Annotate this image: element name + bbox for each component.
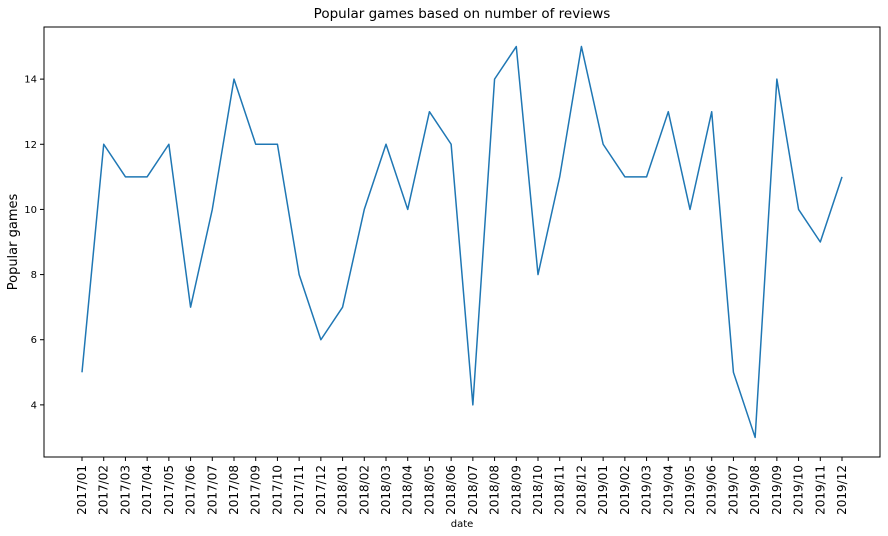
x-tick-label: 2018/12	[574, 465, 588, 515]
x-tick-label: 2017/08	[227, 465, 241, 515]
y-tick-label: 4	[31, 400, 37, 411]
plot-area	[43, 26, 881, 458]
x-tick-label: 2018/01	[336, 465, 350, 515]
x-tick-label: 2019/12	[835, 465, 849, 515]
y-axis-label: Popular games	[6, 194, 21, 291]
x-tick-label: 2017/01	[75, 465, 89, 515]
x-tick-label: 2018/05	[422, 465, 436, 515]
x-axis-label: date	[451, 519, 474, 530]
x-tick-label: 2018/10	[531, 465, 545, 515]
y-tick-label: 8	[31, 270, 37, 281]
x-tick-label: 2019/03	[640, 465, 654, 515]
x-tick-label: 2017/02	[97, 465, 111, 515]
x-tick-label: 2018/02	[357, 465, 371, 515]
x-tick-label: 2017/06	[184, 465, 198, 515]
x-tick-label: 2018/11	[553, 465, 567, 515]
x-tick-label: 2018/09	[509, 465, 523, 515]
x-axis: 2017/01 2017/02 2017/03 2017/04 2017/05 2017/…	[75, 457, 849, 515]
x-tick-label: 2017/05	[162, 465, 176, 515]
x-tick-label: 2017/03	[118, 465, 132, 515]
x-tick-label: 2019/08	[748, 465, 762, 515]
chart-title: Popular games based on number of reviews	[314, 6, 611, 22]
x-tick-label: 2019/07	[726, 465, 740, 515]
x-tick-label: 2017/09	[249, 465, 263, 515]
x-tick-label: 2018/06	[444, 465, 458, 515]
y-axis: 4 6 8 10 12 14	[24, 75, 44, 411]
x-tick-label: 2019/05	[683, 465, 697, 515]
y-tick-label: 12	[24, 140, 37, 151]
x-tick-label: 2019/06	[705, 465, 719, 515]
x-tick-label: 2019/09	[770, 465, 784, 515]
x-tick-label: 2019/02	[618, 465, 632, 515]
x-tick-label: 2018/08	[488, 465, 502, 515]
y-tick-label: 6	[31, 335, 37, 346]
x-tick-label: 2018/04	[401, 465, 415, 515]
x-tick-label: 2018/07	[466, 465, 480, 515]
x-tick-label: 2017/07	[205, 465, 219, 515]
x-tick-label: 2017/12	[314, 465, 328, 515]
y-tick-label: 10	[24, 205, 37, 216]
x-tick-label: 2017/04	[140, 465, 154, 515]
x-tick-label: 2019/11	[813, 465, 827, 515]
x-tick-label: 2018/03	[379, 465, 393, 515]
x-tick-label: 2019/04	[661, 465, 675, 515]
y-tick-label: 14	[24, 75, 37, 86]
x-tick-label: 2019/01	[596, 465, 610, 515]
series-line-popular-games	[81, 45, 843, 439]
x-tick-label: 2017/11	[292, 465, 306, 515]
x-tick-label: 2019/10	[792, 465, 806, 515]
x-tick-label: 2017/10	[270, 465, 284, 515]
